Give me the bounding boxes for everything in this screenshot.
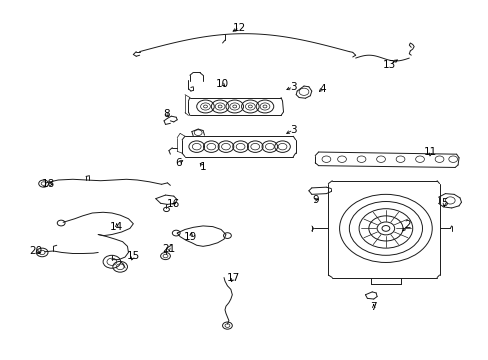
Text: 8: 8 [163,109,169,119]
Text: 12: 12 [232,23,246,33]
Text: 13: 13 [383,59,396,69]
Text: 19: 19 [184,232,197,242]
Text: 1: 1 [199,162,206,172]
Text: 21: 21 [162,244,175,254]
Text: 3: 3 [289,82,296,92]
Text: 18: 18 [42,179,55,189]
Text: 17: 17 [227,273,240,283]
Text: 16: 16 [167,199,180,210]
Text: 5: 5 [440,198,447,208]
Text: 14: 14 [110,222,123,232]
Text: 10: 10 [216,79,229,89]
Text: 11: 11 [423,147,436,157]
Text: 6: 6 [175,158,182,168]
Text: 3: 3 [289,125,296,135]
Text: 20: 20 [29,246,42,256]
Text: 15: 15 [126,251,140,261]
Text: 9: 9 [311,195,318,205]
Text: 2: 2 [404,220,410,230]
Text: 7: 7 [369,302,376,312]
Text: 4: 4 [319,84,325,94]
